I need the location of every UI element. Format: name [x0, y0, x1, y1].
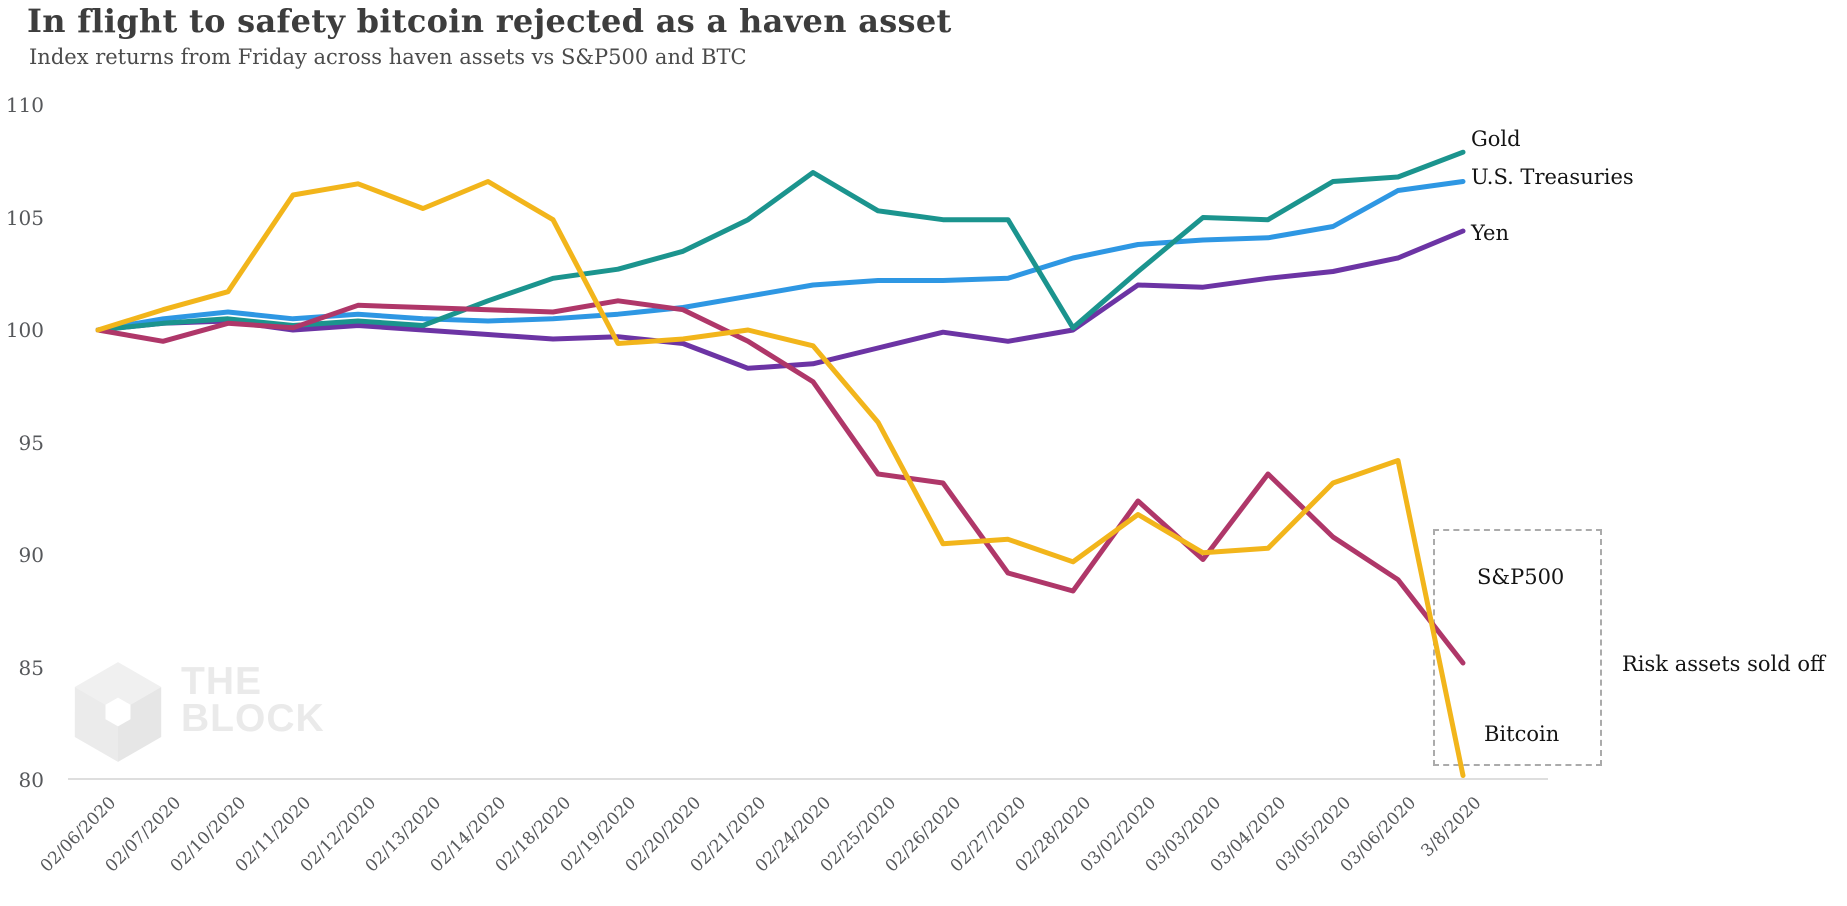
- page-subtitle: Index returns from Friday across haven a…: [29, 45, 747, 69]
- annotation-label-bitcoin: Bitcoin: [1484, 722, 1560, 746]
- annotation-label-sp500: S&P500: [1477, 565, 1565, 589]
- the-block-watermark: THE BLOCK: [70, 662, 325, 762]
- y-axis-tick-label: 85: [18, 655, 44, 680]
- risk-assets-annotation-box: [1433, 529, 1602, 766]
- y-axis-tick-label: 95: [18, 430, 44, 455]
- legend-label-yen: Yen: [1471, 221, 1509, 245]
- y-axis-tick-label: 105: [5, 205, 44, 230]
- annotation-risk-assets-sold-off: Risk assets sold off: [1622, 652, 1825, 676]
- y-axis-tick-label: 90: [18, 543, 44, 567]
- watermark-text: THE BLOCK: [181, 660, 325, 740]
- series-line-gold: [95, 149, 1466, 333]
- x-axis-line: [68, 778, 1548, 780]
- watermark-text-line1: THE: [181, 660, 262, 703]
- watermark-text-line2: BLOCK: [181, 697, 325, 740]
- series-line-yen: [95, 228, 1466, 371]
- the-block-logo-icon: [74, 662, 162, 762]
- legend-label-us-treasuries: U.S. Treasuries: [1471, 165, 1634, 189]
- page-title: In flight to safety bitcoin rejected as …: [27, 2, 952, 40]
- legend-label-gold: Gold: [1471, 127, 1521, 151]
- series-line-s-p500: [95, 298, 1466, 666]
- y-axis-tick-label: 110: [5, 93, 44, 117]
- series-line-bitcoin: [95, 179, 1466, 778]
- series-line-u-s-treasuries: [95, 179, 1466, 333]
- y-axis-tick-label: 100: [5, 318, 44, 342]
- y-axis-tick-label: 80: [18, 768, 44, 792]
